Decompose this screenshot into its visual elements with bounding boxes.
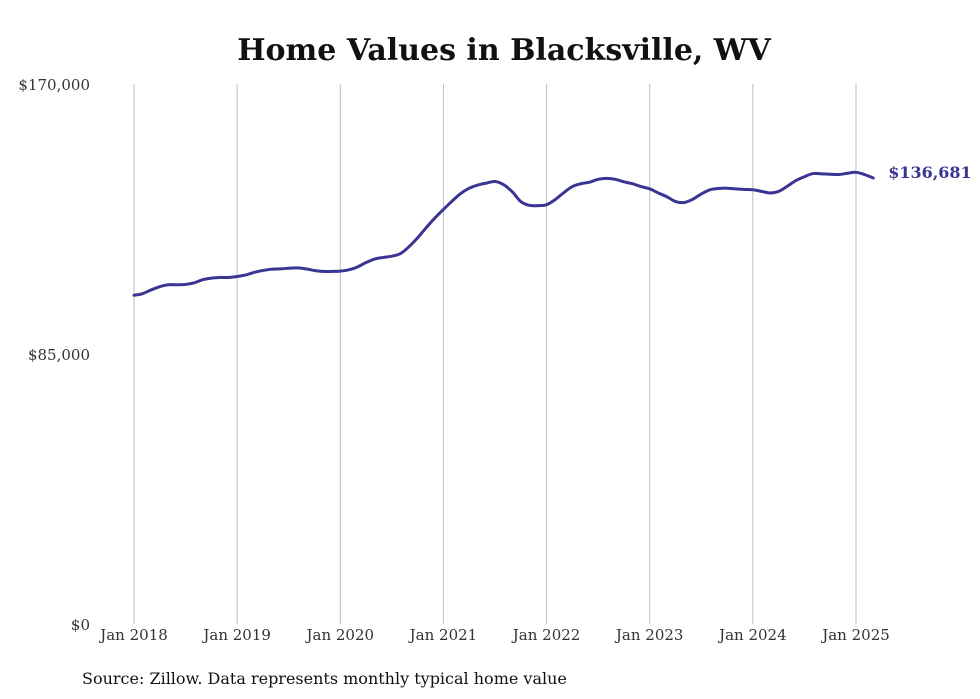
y-tick-label: $85,000 (28, 346, 90, 364)
home-value-line (132, 170, 875, 297)
y-axis-ticks: $0 $85,000 $170,000 (18, 76, 90, 634)
x-tick-label: Jan 2019 (201, 626, 271, 644)
y-tick-label: $170,000 (18, 76, 90, 94)
x-tick-label: Jan 2020 (305, 626, 375, 644)
x-tick-label: Jan 2025 (820, 626, 890, 644)
x-tick-label: Jan 2022 (511, 626, 581, 644)
x-tick-label: Jan 2023 (614, 626, 684, 644)
source-note: Source: Zillow. Data represents monthly … (82, 669, 567, 688)
x-axis-ticks: Jan 2018 Jan 2019 Jan 2020 Jan 2021 Jan 2022… (98, 626, 890, 644)
chart-title: Home Values in Blacksville, WV (237, 33, 771, 68)
x-tick-label: Jan 2021 (408, 626, 478, 644)
x-tick-label: Jan 2024 (717, 626, 787, 644)
y-tick-label: $0 (71, 616, 90, 634)
latest-value-label: $136,681 (888, 163, 972, 182)
gridlines (133, 84, 857, 624)
x-tick-label: Jan 2018 (98, 626, 168, 644)
